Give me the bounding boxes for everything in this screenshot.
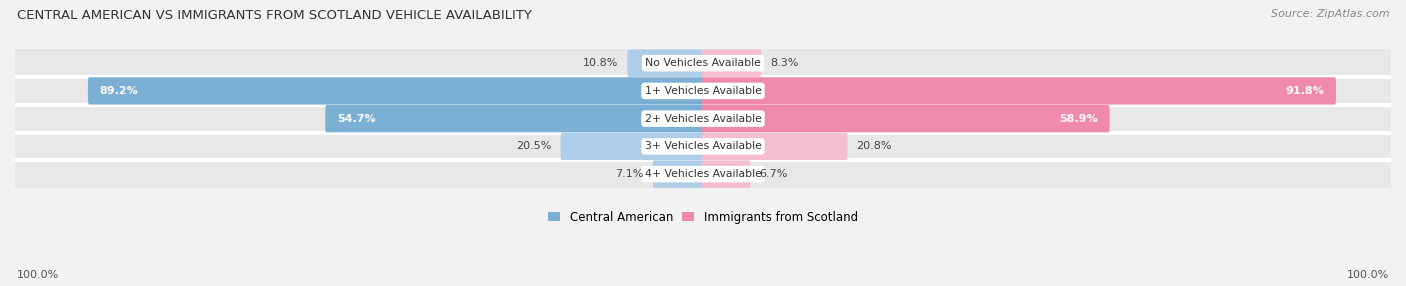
FancyBboxPatch shape bbox=[561, 133, 704, 160]
Text: 10.8%: 10.8% bbox=[583, 58, 619, 68]
FancyBboxPatch shape bbox=[14, 130, 1392, 162]
FancyBboxPatch shape bbox=[702, 49, 762, 77]
Text: 100.0%: 100.0% bbox=[1347, 270, 1389, 280]
FancyBboxPatch shape bbox=[325, 105, 704, 132]
Text: 58.9%: 58.9% bbox=[1059, 114, 1098, 124]
FancyBboxPatch shape bbox=[702, 105, 1109, 132]
Text: 8.3%: 8.3% bbox=[770, 58, 799, 68]
Text: 3+ Vehicles Available: 3+ Vehicles Available bbox=[644, 141, 762, 151]
Text: Source: ZipAtlas.com: Source: ZipAtlas.com bbox=[1271, 9, 1389, 19]
FancyBboxPatch shape bbox=[14, 75, 1392, 107]
Text: 7.1%: 7.1% bbox=[616, 169, 644, 179]
Text: 6.7%: 6.7% bbox=[759, 169, 787, 179]
Text: CENTRAL AMERICAN VS IMMIGRANTS FROM SCOTLAND VEHICLE AVAILABILITY: CENTRAL AMERICAN VS IMMIGRANTS FROM SCOT… bbox=[17, 9, 531, 21]
Text: 20.5%: 20.5% bbox=[516, 141, 551, 151]
Text: 2+ Vehicles Available: 2+ Vehicles Available bbox=[644, 114, 762, 124]
Text: 89.2%: 89.2% bbox=[100, 86, 138, 96]
Text: 100.0%: 100.0% bbox=[17, 270, 59, 280]
FancyBboxPatch shape bbox=[89, 77, 704, 105]
FancyBboxPatch shape bbox=[14, 47, 1392, 79]
Text: 91.8%: 91.8% bbox=[1285, 86, 1324, 96]
FancyBboxPatch shape bbox=[14, 158, 1392, 190]
FancyBboxPatch shape bbox=[702, 133, 848, 160]
Text: 4+ Vehicles Available: 4+ Vehicles Available bbox=[644, 169, 762, 179]
FancyBboxPatch shape bbox=[14, 103, 1392, 134]
Legend: Central American, Immigrants from Scotland: Central American, Immigrants from Scotla… bbox=[548, 211, 858, 224]
Text: 1+ Vehicles Available: 1+ Vehicles Available bbox=[644, 86, 762, 96]
Text: No Vehicles Available: No Vehicles Available bbox=[645, 58, 761, 68]
FancyBboxPatch shape bbox=[702, 77, 1336, 105]
FancyBboxPatch shape bbox=[652, 160, 704, 188]
FancyBboxPatch shape bbox=[627, 49, 704, 77]
FancyBboxPatch shape bbox=[702, 160, 751, 188]
Text: 20.8%: 20.8% bbox=[856, 141, 891, 151]
Text: 54.7%: 54.7% bbox=[337, 114, 375, 124]
